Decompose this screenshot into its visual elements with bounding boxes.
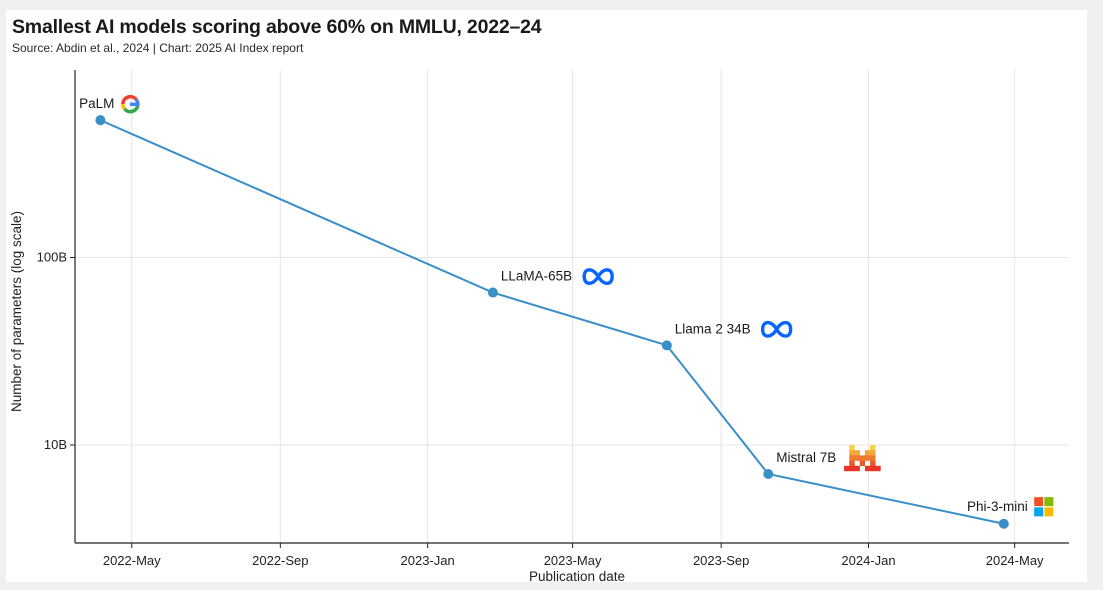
line-chart: 2022-May 2022-Sep 2023-Jan 2023-May 2023-Sep… xyxy=(9,70,1069,582)
meta-logo-icon xyxy=(582,268,614,285)
x-tick-label: 2022-Sep xyxy=(252,553,308,568)
point-label: PaLM xyxy=(79,96,114,111)
mistral-logo-icon xyxy=(844,445,881,472)
y-axis-title: Number of parameters (log scale) xyxy=(9,211,24,412)
point-label: LLaMA-65B xyxy=(501,269,572,284)
data-series xyxy=(95,115,1009,529)
grid-lines xyxy=(75,70,1069,543)
data-point xyxy=(763,469,774,480)
x-tick-label: 2023-Sep xyxy=(693,553,749,568)
chart-card: Smallest AI models scoring above 60% on … xyxy=(6,10,1087,582)
y-tick-label: 10B xyxy=(44,437,67,452)
data-point xyxy=(487,287,498,298)
x-tick-label: 2022-May xyxy=(103,553,161,568)
point-labels: PaLM LLaMA-65B Llama 2 34B Mistral 7B Phi-3-… xyxy=(79,96,1028,514)
data-point xyxy=(661,340,672,351)
point-label: Phi-3-mini xyxy=(967,499,1028,514)
y-tick-label: 100B xyxy=(37,249,67,264)
microsoft-logo-icon xyxy=(1034,497,1054,517)
chart-subtitle: Source: Abdin et al., 2024 | Chart: 2025… xyxy=(12,41,304,55)
x-tick-label: 2024-Jan xyxy=(841,553,895,568)
x-axis-title: Publication date xyxy=(529,569,625,582)
meta-logo-icon xyxy=(760,320,793,338)
chart-axes: 2022-May 2022-Sep 2023-Jan 2023-May 2023-Sep… xyxy=(9,70,1069,582)
google-logo-icon xyxy=(121,94,140,114)
data-point xyxy=(95,115,106,126)
data-point xyxy=(998,518,1009,529)
x-tick-label: 2023-Jan xyxy=(401,553,455,568)
point-label: Llama 2 34B xyxy=(675,321,751,336)
x-tick-label: 2023-May xyxy=(544,553,602,568)
chart-title: Smallest AI models scoring above 60% on … xyxy=(12,16,542,38)
x-tick-label: 2024-May xyxy=(986,553,1044,568)
model-logos xyxy=(121,94,1054,517)
point-label: Mistral 7B xyxy=(776,450,836,465)
